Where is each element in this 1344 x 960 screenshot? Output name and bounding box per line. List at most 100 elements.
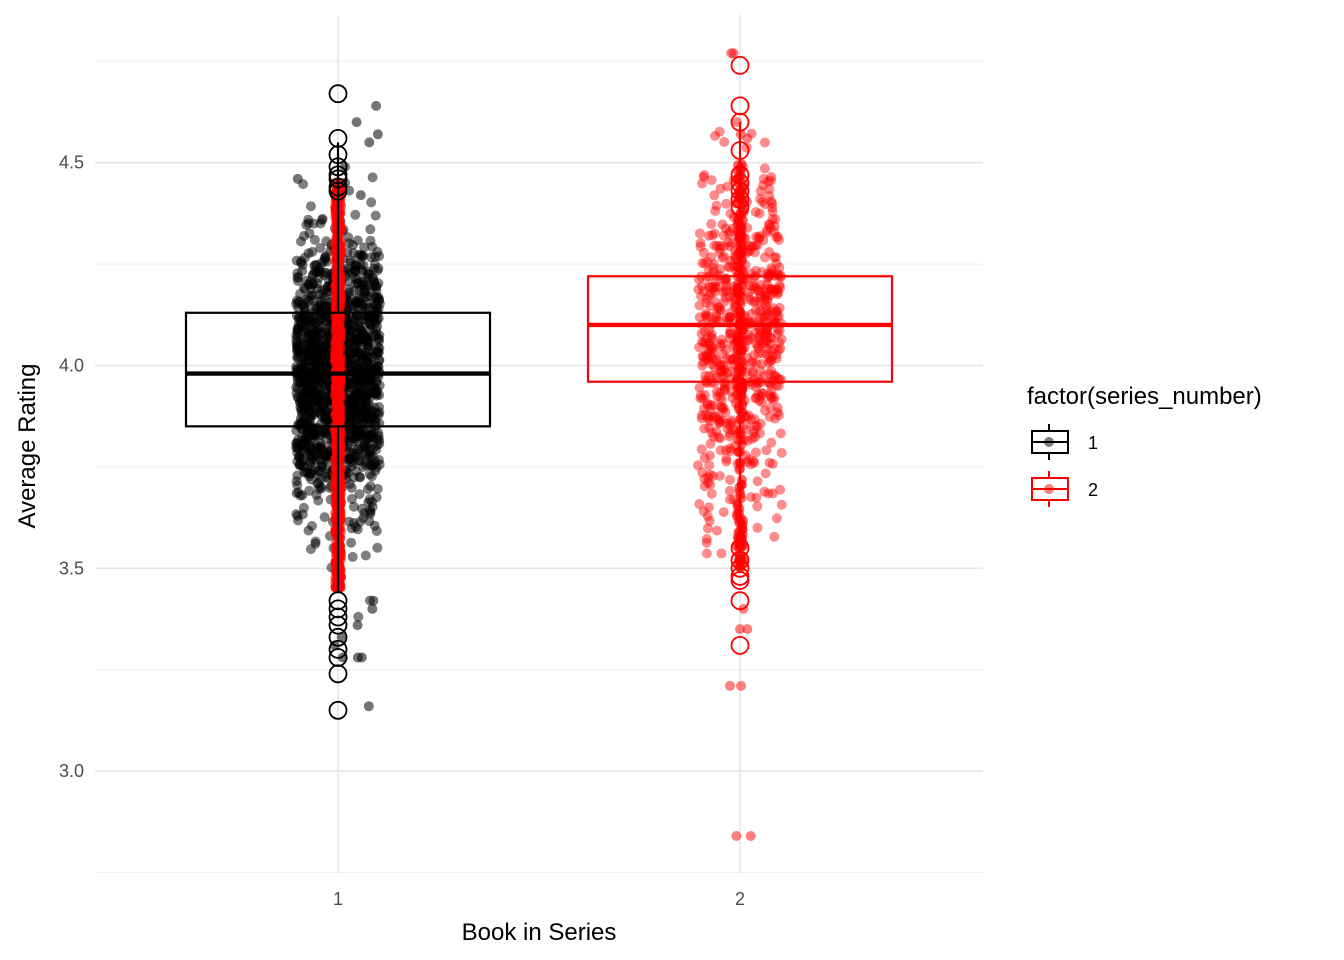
jitter-point	[735, 539, 746, 550]
jitter-point	[742, 624, 753, 635]
jitter-point	[756, 391, 766, 402]
jitter-point	[725, 443, 736, 454]
jitter-point	[755, 194, 766, 204]
jitter-point	[708, 471, 718, 481]
jitter-point	[350, 209, 361, 220]
jitter-point	[702, 511, 713, 522]
jitter-point	[374, 455, 384, 465]
outlier-point	[328, 640, 348, 659]
jitter-point	[772, 373, 783, 383]
jitter-point	[316, 483, 327, 494]
jitter-point	[714, 418, 725, 429]
jitter-point	[772, 310, 782, 321]
jitter-point	[351, 117, 362, 128]
jitter-point	[321, 250, 331, 261]
jitter-point	[755, 365, 766, 376]
jitter-point	[746, 492, 757, 503]
jitter-point	[702, 400, 713, 411]
jitter-point	[769, 221, 780, 231]
jitter-point	[695, 393, 706, 404]
jitter-point	[708, 353, 718, 364]
jitter-point	[774, 325, 785, 336]
jitter-point	[343, 232, 354, 243]
jitter-point	[331, 546, 342, 557]
jitter-point	[769, 227, 780, 238]
jitter-point	[754, 233, 765, 244]
jitter-point	[768, 394, 779, 405]
jitter-point	[750, 393, 761, 404]
jitter-point	[310, 454, 321, 465]
jitter-point	[315, 438, 326, 449]
jitter-point	[718, 360, 729, 371]
jitter-point	[719, 297, 730, 307]
jitter-point	[766, 196, 777, 207]
jitter-point	[719, 364, 730, 375]
jitter-point	[749, 414, 760, 425]
jitter-point	[360, 277, 371, 288]
jitter-point	[720, 292, 731, 303]
jitter-point	[766, 265, 777, 276]
jitter-point	[354, 489, 365, 500]
jitter-point	[347, 551, 358, 562]
legend-point	[1044, 437, 1054, 447]
jitter-point	[756, 326, 767, 337]
jitter-point	[292, 510, 303, 521]
jitter-point	[715, 366, 726, 377]
jitter-point	[752, 476, 763, 487]
jitter-point	[748, 284, 759, 295]
jitter-point	[768, 370, 779, 381]
jitter-point	[752, 240, 763, 251]
jitter-point	[765, 283, 776, 294]
jitter-point	[759, 137, 770, 148]
jitter-point	[770, 214, 781, 225]
jitter-point	[748, 241, 759, 252]
jitter-point	[307, 311, 318, 322]
jitter-point	[767, 488, 778, 499]
jitter-point	[757, 196, 768, 207]
jitter-point	[720, 407, 731, 418]
jitter-point	[722, 368, 733, 379]
outlier-point	[730, 189, 750, 209]
jitter-point	[704, 423, 715, 433]
jitter-point	[365, 235, 376, 246]
jitter-point	[773, 287, 784, 298]
jitter-point	[754, 208, 765, 219]
jitter-point	[745, 294, 756, 305]
jitter-point	[754, 395, 765, 406]
jitter-point	[716, 402, 727, 412]
jitter-point	[773, 235, 784, 245]
jitter-point	[776, 334, 787, 345]
jitter-point	[759, 163, 770, 174]
jitter-point	[773, 311, 784, 322]
jitter-point	[774, 280, 785, 291]
jitter-point	[699, 258, 710, 269]
jitter-point	[696, 413, 707, 424]
jitter-point	[308, 295, 319, 306]
jitter-point	[770, 413, 780, 424]
jitter-point	[772, 231, 783, 242]
jitter-point	[711, 354, 722, 365]
jitter-point	[721, 280, 732, 291]
jitter-point	[708, 431, 719, 442]
jitter-point	[707, 281, 718, 292]
jitter-point	[719, 381, 730, 392]
jitter-point	[299, 252, 310, 263]
jitter-point	[765, 332, 776, 343]
jitter-point	[706, 175, 717, 186]
jitter-point	[697, 360, 708, 371]
jitter-point	[313, 266, 324, 277]
jitter-point	[716, 365, 727, 376]
jitter-point	[367, 603, 378, 614]
jitter-point	[711, 200, 722, 211]
jitter-point	[773, 410, 784, 421]
x-tick-label: 2	[735, 889, 745, 909]
jitter-point	[292, 297, 303, 308]
jitter-point	[748, 456, 759, 467]
jitter-point	[701, 548, 712, 559]
jitter-point	[725, 226, 736, 237]
jitter-point	[763, 310, 774, 321]
jitter-point	[357, 350, 368, 361]
jitter-point	[309, 423, 320, 434]
jitter-point	[354, 446, 365, 457]
jitter-point	[706, 252, 716, 263]
